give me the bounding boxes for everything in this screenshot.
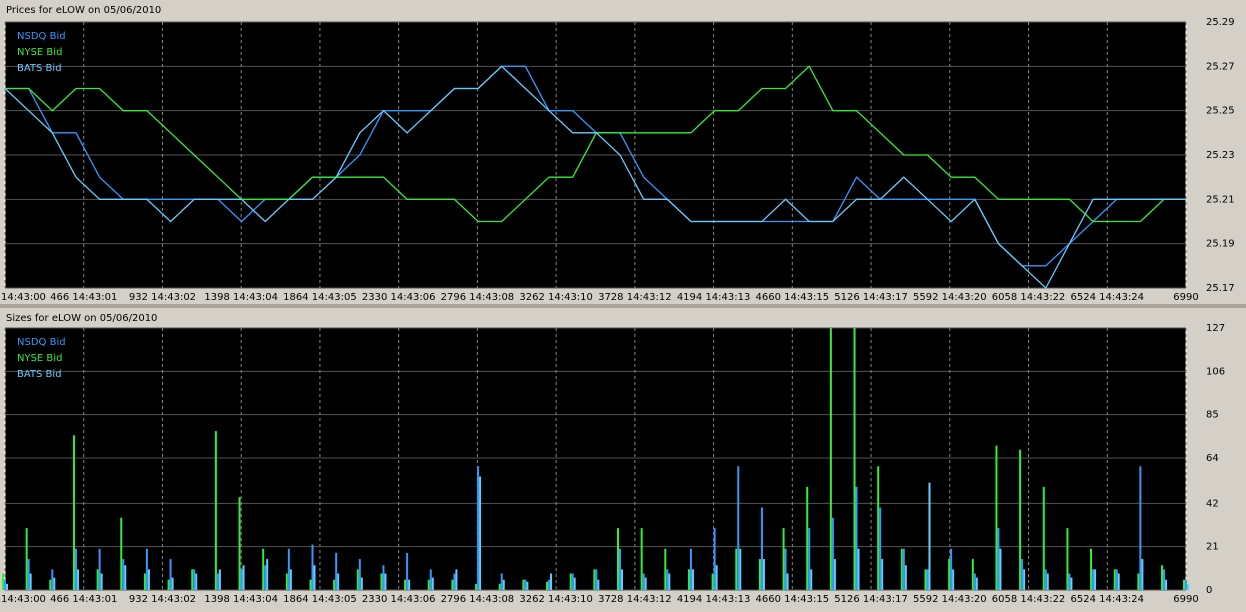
x-tick-label: 14:43:00 — [1, 594, 46, 605]
x-tick-label: 6990 — [1173, 292, 1198, 303]
x-tick-label: 3728 14:43:12 — [598, 594, 672, 605]
x-tick-label: 4660 14:43:15 — [756, 594, 830, 605]
y-tick-label: 25.25 — [1206, 106, 1235, 117]
x-tick-label: 4194 14:43:13 — [677, 292, 751, 303]
x-tick-label: 1398 14:43:04 — [204, 594, 278, 605]
price-line — [4, 65, 1186, 290]
x-tick-label: 2330 14:43:06 — [362, 292, 436, 303]
plot-area — [4, 327, 1187, 591]
x-tick-label: 3728 14:43:12 — [598, 292, 672, 303]
x-tick-label: 2796 14:43:08 — [441, 292, 515, 303]
x-tick-label: 5592 14:43:20 — [913, 594, 987, 605]
x-tick-label: 4194 14:43:13 — [677, 594, 751, 605]
x-tick-label: 3262 14:43:10 — [519, 594, 593, 605]
legend-entry: BATS Bid — [17, 63, 62, 74]
legend-entry: NSDQ Bid — [17, 337, 66, 348]
x-tick-label: 6058 14:43:22 — [992, 594, 1066, 605]
x-tick-label: 932 14:43:02 — [129, 292, 196, 303]
y-tick-label: 25.19 — [1206, 239, 1235, 250]
y-tick-label: 25.21 — [1206, 194, 1235, 205]
legend-entry: NYSE Bid — [17, 353, 62, 364]
y-tick-label: 25.29 — [1206, 17, 1235, 28]
x-tick-label: 5126 14:43:17 — [834, 594, 908, 605]
x-tick-label: 932 14:43:02 — [129, 594, 196, 605]
x-tick-label: 4660 14:43:15 — [756, 292, 830, 303]
x-tick-label: 2796 14:43:08 — [441, 594, 515, 605]
x-tick-label: 5126 14:43:17 — [834, 292, 908, 303]
chart-title: Sizes for eLOW on 05/06/2010 — [6, 313, 157, 324]
x-tick-label: 14:43:00 — [1, 292, 46, 303]
y-tick-label: 0 — [1206, 585, 1212, 596]
x-tick-label: 6524 14:43:24 — [1070, 594, 1144, 605]
x-tick-label: 466 14:43:01 — [50, 292, 117, 303]
y-tick-label: 42 — [1206, 498, 1219, 509]
x-tick-label: 5592 14:43:20 — [913, 292, 987, 303]
y-tick-label: 127 — [1206, 323, 1225, 334]
legend-entry: NSDQ Bid — [17, 31, 66, 42]
x-tick-label: 466 14:43:01 — [50, 594, 117, 605]
y-tick-label: 25.17 — [1206, 283, 1235, 294]
y-tick-label: 25.23 — [1206, 150, 1235, 161]
y-tick-label: 21 — [1206, 542, 1219, 553]
x-tick-label: 1864 14:43:05 — [283, 594, 357, 605]
panel-separator — [0, 304, 1246, 308]
x-tick-label: 1864 14:43:05 — [283, 292, 357, 303]
chart-title: Prices for eLOW on 05/06/2010 — [6, 5, 161, 16]
x-tick-label: 6990 — [1173, 594, 1198, 605]
x-tick-label: 6524 14:43:24 — [1070, 292, 1144, 303]
x-tick-label: 2330 14:43:06 — [362, 594, 436, 605]
y-tick-label: 25.27 — [1206, 61, 1235, 72]
y-tick-label: 64 — [1206, 453, 1219, 464]
x-tick-label: 1398 14:43:04 — [204, 292, 278, 303]
x-tick-label: 3262 14:43:10 — [519, 292, 593, 303]
x-tick-label: 6058 14:43:22 — [992, 292, 1066, 303]
y-tick-label: 106 — [1206, 366, 1225, 377]
y-tick-label: 85 — [1206, 410, 1219, 421]
legend-entry: BATS Bid — [17, 369, 62, 380]
legend-entry: NYSE Bid — [17, 47, 62, 58]
